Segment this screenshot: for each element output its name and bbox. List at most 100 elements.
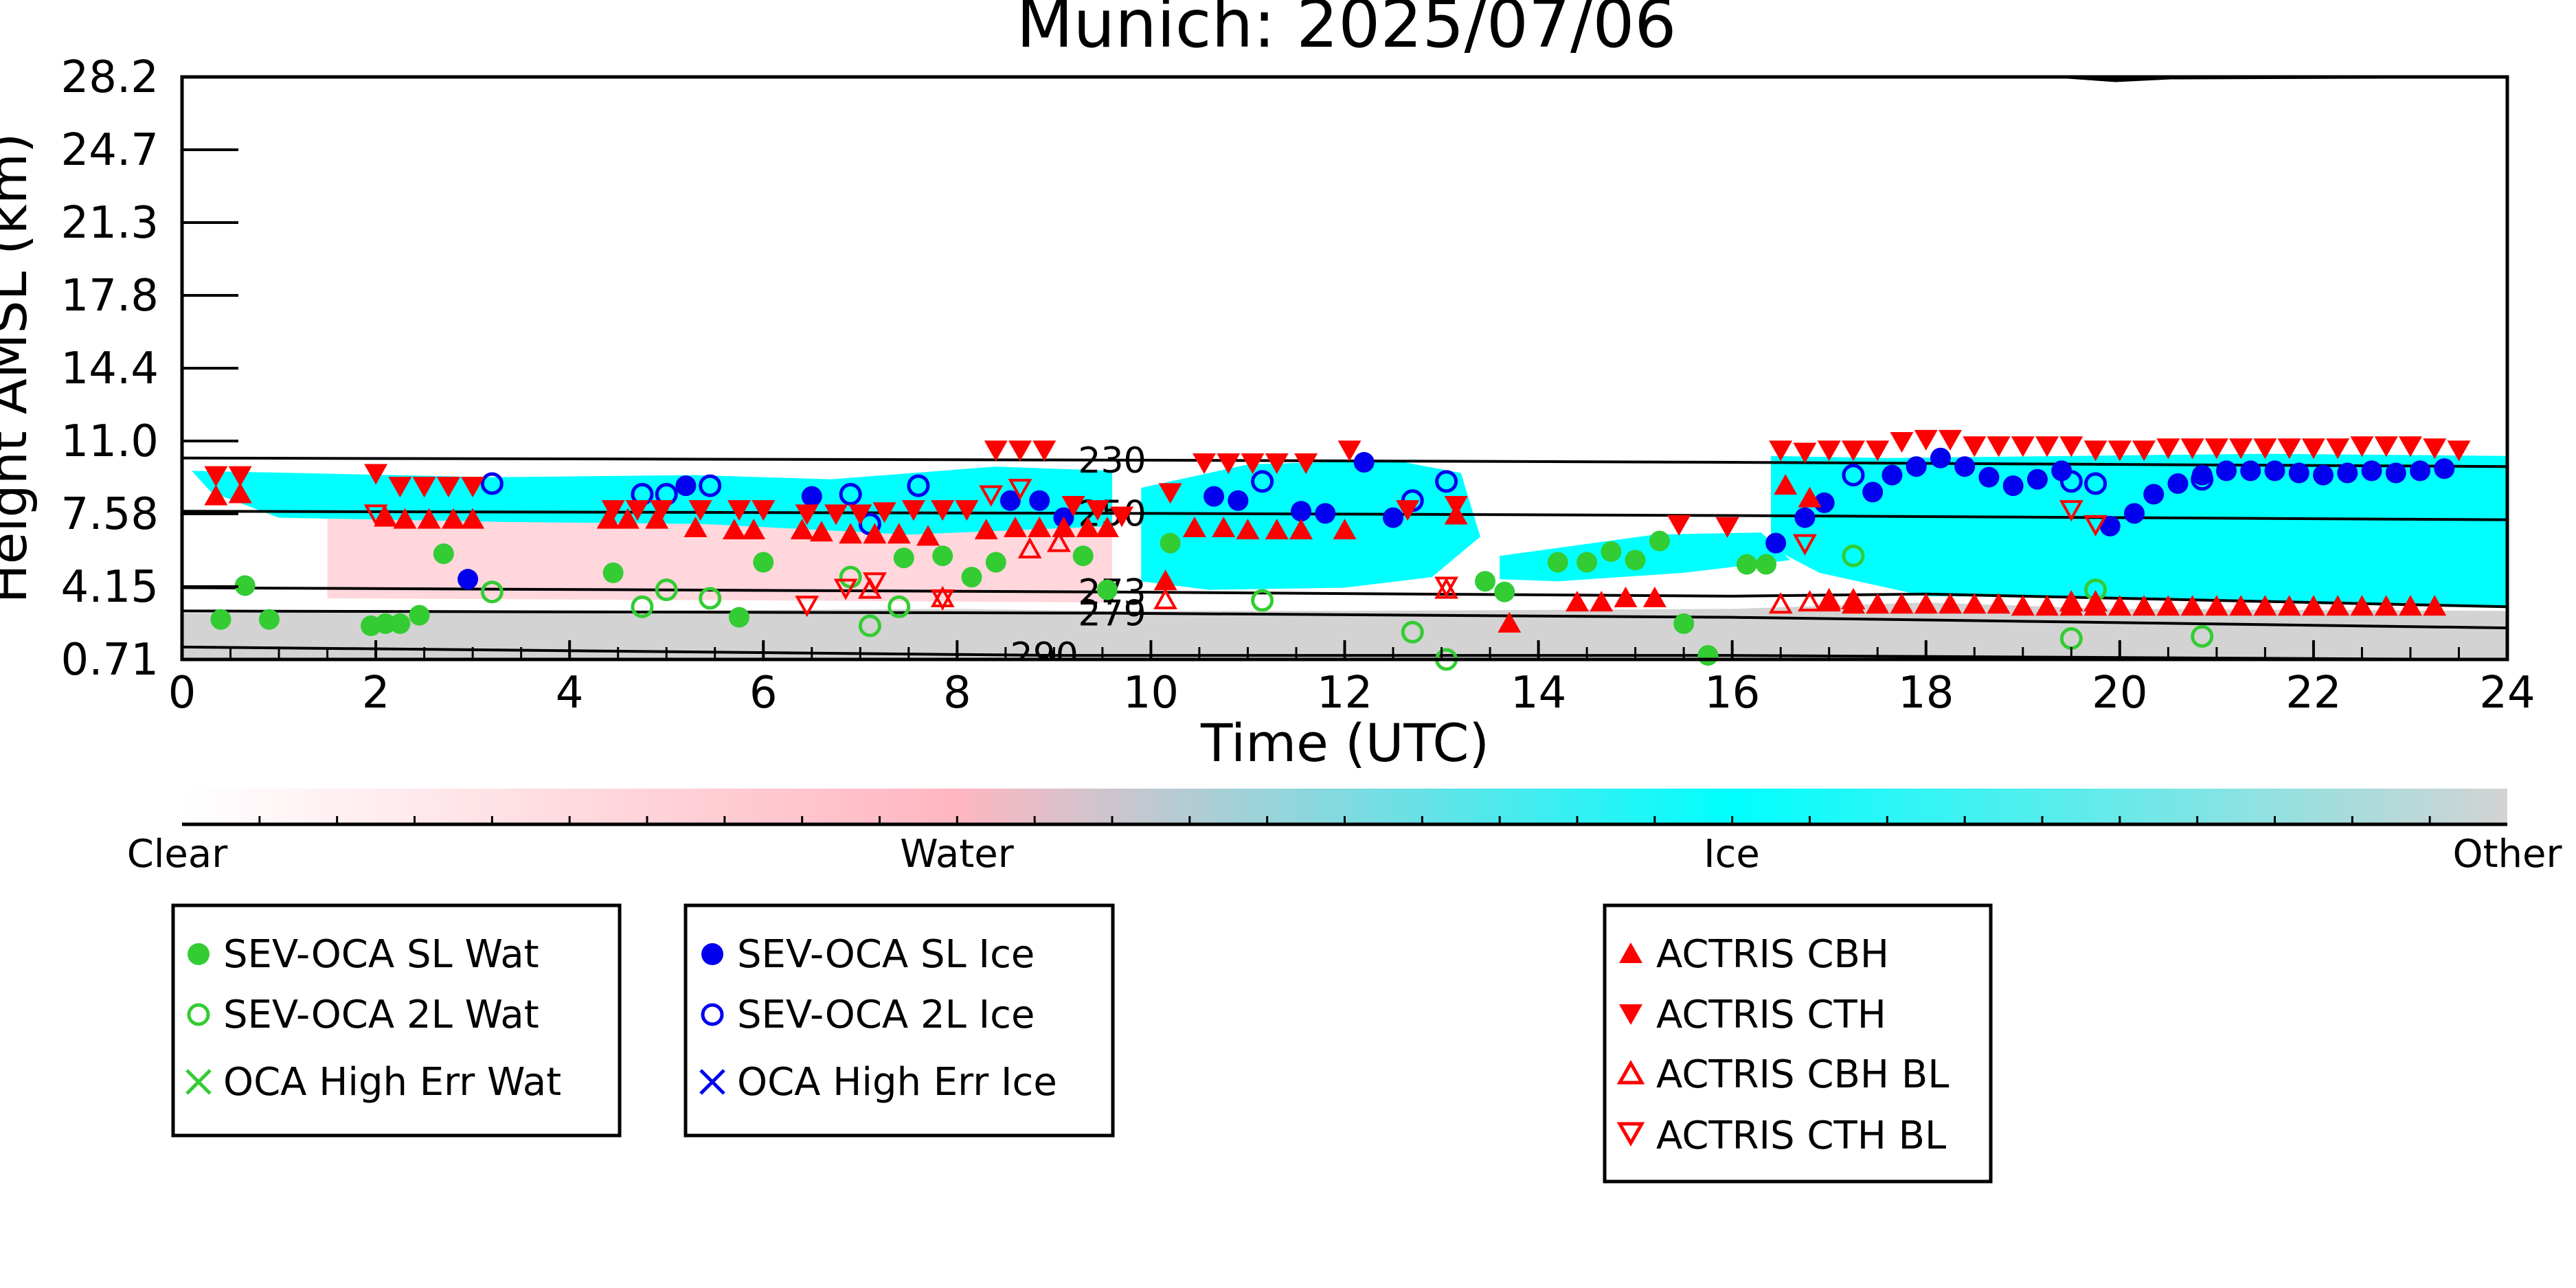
marker-sev-oca-sl-wat-20: [1547, 552, 1568, 573]
marker-actris-cbh-20: [1003, 517, 1027, 538]
legend-ice: SEV-OCA SL Ice SEV-OCA 2L Ice OCA High E…: [683, 903, 1115, 1138]
marker-actris-cbh-0: [204, 484, 228, 506]
bg-ice-region-2: [1141, 460, 1480, 590]
marker-actris-cth-43: [1914, 429, 1938, 451]
chart-title: Munich: 2025/07/06: [1017, 0, 1677, 63]
marker-actris-cth-34: [1444, 495, 1468, 517]
marker-sev-oca-2l-wat-0: [480, 580, 504, 604]
marker-sev-oca-sl-wat-7: [433, 543, 454, 565]
marker-actris-cth-56: [2229, 438, 2253, 460]
x-tick-label-14: 14: [1511, 668, 1566, 719]
marker-actris-cth-7: [601, 500, 625, 521]
marker-actris-cbh-57: [2229, 595, 2253, 616]
marker-sev-oca-sl-ice-26: [2143, 484, 2165, 505]
legend-label-2l-wat: SEV-OCA 2L Wat: [223, 993, 539, 1037]
marker-actris-cbh-24: [1095, 517, 1119, 538]
marker-actris-cbh-29: [1265, 519, 1289, 540]
marker-sev-oca-sl-wat-26: [1697, 645, 1719, 666]
cloud-phase-background: [182, 453, 2507, 659]
marker-sev-oca-sl-wat-13: [961, 567, 982, 588]
legend-label-cth-bl: ACTRIS CTH BL: [1656, 1114, 1946, 1158]
legend-label-cbh-bl: ACTRIS CBH BL: [1656, 1052, 1949, 1097]
marker-sev-oca-sl-wat-10: [753, 552, 774, 573]
y-tick-label-11.0: 11.0: [61, 416, 159, 467]
marker-sev-oca-sl-ice-20: [1978, 466, 2000, 488]
marker-actris-cbh-25: [1153, 569, 1177, 591]
marker-actris-cbh-53: [2132, 595, 2156, 616]
marker-sev-oca-sl-ice-3: [999, 490, 1021, 511]
marker-actris-cbh-45: [1939, 593, 1963, 614]
colorbar: Clear Water Ice Other: [127, 789, 2562, 877]
marker-actris-cbh-62: [2350, 595, 2374, 616]
legend-box-actris: [1603, 903, 1993, 1184]
marker-actris-cth-bl-3: [863, 572, 887, 594]
marker-sev-oca-sl-wat-28: [1756, 554, 1777, 575]
marker-sev-oca-sl-ice-21: [2002, 475, 2024, 497]
marker-actris-cbh-34: [1566, 591, 1589, 612]
marker-actris-cth-10: [688, 500, 712, 521]
top-right-line: [1936, 75, 2384, 82]
x-tick-label-2: 2: [362, 668, 390, 719]
marker-sev-oca-2l-ice-11: [2059, 470, 2083, 493]
data-markers: [204, 429, 2471, 671]
marker-sev-oca-sl-ice-14: [1814, 492, 1835, 513]
x-tick-label-22: 22: [2285, 668, 2341, 719]
marker-actris-cbh-35: [1590, 591, 1614, 612]
marker-sev-oca-sl-ice-18: [1930, 447, 1951, 468]
marker-actris-cbh-22: [1052, 517, 1076, 538]
marker-sev-oca-sl-ice-33: [2313, 464, 2334, 486]
marker-actris-cth-bl-5: [979, 485, 1004, 507]
marker-sev-oca-2l-wat-5: [858, 614, 881, 637]
marker-actris-cth-31: [1294, 453, 1318, 474]
marker-actris-cbh-49: [2035, 595, 2059, 616]
marker-sev-oca-sl-ice-22: [2026, 468, 2048, 490]
x-axis-label: Time (UTC): [1200, 712, 1489, 773]
marker-sev-oca-sl-ice-7: [1228, 490, 1249, 511]
marker-sev-oca-sl-ice-32: [2288, 462, 2309, 484]
y-tick-label-24.7: 24.7: [61, 125, 159, 176]
marker-sev-oca-sl-ice-11: [1383, 507, 1404, 528]
marker-sev-oca-sl-ice-0: [457, 569, 479, 590]
marker-actris-cth-57: [2253, 438, 2277, 460]
marker-sev-oca-2l-ice-6: [907, 474, 930, 497]
marker-actris-cbh-42: [1866, 593, 1890, 614]
marker-sev-oca-sl-ice-1: [675, 475, 697, 497]
marker-actris-cbh-13: [790, 519, 814, 540]
marker-actris-cth-22: [1032, 440, 1057, 462]
legend-actris: ACTRIS CBH ACTRIS CTH ACTRIS CBH BL ACTR…: [1603, 903, 1993, 1184]
marker-sev-oca-2l-wat-1: [631, 595, 654, 618]
legend-label-higherr-wat: OCA High Err Wat: [223, 1060, 561, 1105]
marker-actris-cbh-10: [683, 517, 708, 538]
marker-sev-oca-sl-ice-8: [1291, 501, 1312, 522]
marker-actris-cth-38: [1793, 442, 1817, 464]
marker-sev-oca-sl-ice-23: [2051, 460, 2072, 482]
marker-actris-cth-46: [1987, 436, 2011, 457]
marker-sev-oca-sl-ice-12: [1765, 532, 1787, 554]
axes: 0 2 4 6 8 10 12 14 16 18 20 22 240.714.157.5811.014.…: [61, 52, 2535, 719]
marker-actris-cth-bl-1: [795, 596, 820, 618]
marker-sev-oca-sl-wat-23: [1625, 550, 1646, 571]
marker-actris-cth-39: [1817, 440, 1841, 462]
marker-actris-cth-27: [1192, 453, 1216, 474]
marker-actris-cth-12: [752, 500, 776, 521]
marker-actris-cbh-39: [1798, 486, 1822, 508]
marker-sev-oca-sl-ice-9: [1315, 503, 1336, 524]
x-tick-label-4: 4: [556, 668, 584, 719]
marker-sev-oca-2l-wat-10: [1842, 544, 1865, 567]
marker-actris-cth-30: [1265, 453, 1289, 474]
marker-actris-cbh-bl-2: [1017, 536, 1042, 558]
marker-sev-oca-sl-ice-4: [1029, 490, 1050, 511]
marker-sev-oca-2l-ice-0: [480, 472, 504, 495]
colorbar-label-other: Other: [2452, 832, 2562, 877]
marker-actris-cbh-28: [1236, 519, 1260, 540]
marker-sev-oca-sl-wat-18: [1475, 571, 1496, 592]
x-tick-label-12: 12: [1317, 668, 1372, 719]
marker-sev-oca-sl-wat-9: [728, 607, 749, 628]
marker-actris-cbh-5: [441, 508, 465, 529]
y-tick-label-14.4: 14.4: [61, 343, 159, 394]
marker-actris-cbh-60: [2301, 595, 2325, 616]
marker-actris-cbh-31: [1333, 519, 1357, 540]
marker-actris-cbh-58: [2253, 595, 2277, 616]
marker-actris-cth-0: [204, 466, 228, 487]
marker-sev-oca-2l-wat-13: [2191, 624, 2214, 648]
